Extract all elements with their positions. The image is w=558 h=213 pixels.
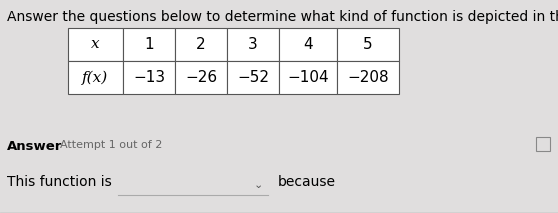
Bar: [279, 61, 337, 94]
Text: 2: 2: [196, 37, 206, 52]
Bar: [68, 61, 123, 94]
Text: Attempt 1 out of 2: Attempt 1 out of 2: [60, 140, 162, 150]
Bar: [279, 28, 337, 61]
Text: −26: −26: [185, 70, 217, 85]
Text: f(x): f(x): [83, 70, 109, 85]
Bar: [175, 28, 227, 61]
Text: This function is: This function is: [7, 175, 112, 189]
Bar: [337, 28, 399, 61]
Bar: [68, 28, 123, 61]
Text: x: x: [91, 37, 100, 52]
Text: ⌄: ⌄: [254, 180, 263, 190]
Bar: [123, 28, 175, 61]
Text: because: because: [278, 175, 336, 189]
Text: 4: 4: [303, 37, 313, 52]
Text: 5: 5: [363, 37, 373, 52]
Text: −208: −208: [347, 70, 389, 85]
Text: 1: 1: [144, 37, 154, 52]
Bar: [227, 28, 279, 61]
Text: 3: 3: [248, 37, 258, 52]
Bar: [123, 61, 175, 94]
Bar: [536, 137, 550, 151]
Text: −52: −52: [237, 70, 269, 85]
Bar: [227, 61, 279, 94]
Text: −13: −13: [133, 70, 165, 85]
Text: Answer the questions below to determine what kind of function is depicted in the: Answer the questions below to determine …: [7, 10, 558, 24]
Bar: [175, 61, 227, 94]
Text: −104: −104: [287, 70, 329, 85]
Text: Answer: Answer: [7, 140, 62, 153]
Bar: [337, 61, 399, 94]
